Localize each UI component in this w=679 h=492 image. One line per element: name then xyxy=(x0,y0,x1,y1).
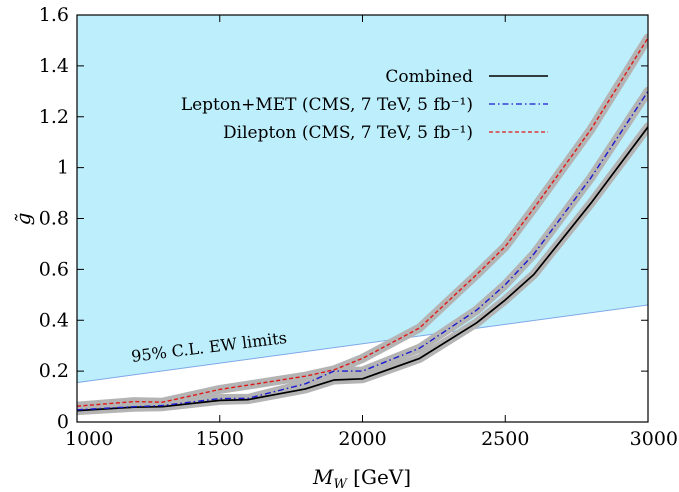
x-axis-title-subscript: W xyxy=(333,477,348,492)
legend-label-lepton-met: Lepton+MET (CMS, 7 TeV, 5 fb⁻¹) xyxy=(181,95,473,115)
series-line-combined xyxy=(77,126,648,412)
y-tick-label: 1.2 xyxy=(39,106,69,128)
legend-label-combined: Combined xyxy=(385,67,473,87)
legend-label-dilepton: Dilepton (CMS, 7 TeV, 5 fb⁻¹) xyxy=(223,123,473,143)
x-tick-label: 2500 xyxy=(481,428,529,450)
x-axis-title-unit: [GeV] xyxy=(347,465,411,489)
y-tick-label: 1.4 xyxy=(39,55,69,77)
y-tick-label: 0 xyxy=(57,411,69,433)
x-tick-label: 1500 xyxy=(196,428,244,450)
y-tick-label: 0.2 xyxy=(39,360,69,382)
series-line-lepton-met xyxy=(77,90,648,411)
y-tick-label: 0.6 xyxy=(39,258,69,280)
y-tick-label: 0.4 xyxy=(39,309,69,331)
legend: Combined Lepton+MET (CMS, 7 TeV, 5 fb⁻¹)… xyxy=(181,67,548,143)
ew-limit-boundary xyxy=(77,304,648,384)
series-line-dilepton xyxy=(77,37,648,407)
y-tick-label: 0.8 xyxy=(39,208,69,230)
y-tick-label: 1.6 xyxy=(39,4,69,26)
y-tick-label: 1 xyxy=(57,157,69,179)
y-axis-title: g̃ xyxy=(11,213,35,226)
x-tick-label: 1000 xyxy=(65,428,113,450)
x-axis-title-symbol: M xyxy=(312,465,334,489)
x-axis-title: MW [GeV] xyxy=(312,465,411,492)
ew-excluded-region xyxy=(77,15,648,383)
x-tick-label: 2000 xyxy=(338,428,386,450)
x-tick-label: 3000 xyxy=(630,428,678,450)
